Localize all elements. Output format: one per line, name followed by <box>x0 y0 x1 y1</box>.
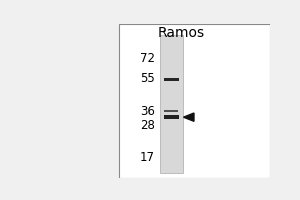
Text: Ramos: Ramos <box>158 26 205 40</box>
FancyBboxPatch shape <box>164 115 179 119</box>
Text: 17: 17 <box>140 151 155 164</box>
Polygon shape <box>184 113 194 121</box>
FancyBboxPatch shape <box>160 35 183 173</box>
Text: 72: 72 <box>140 52 155 65</box>
FancyBboxPatch shape <box>119 24 270 178</box>
FancyBboxPatch shape <box>164 78 179 81</box>
Text: 55: 55 <box>140 72 155 85</box>
Text: 28: 28 <box>140 119 155 132</box>
Text: 36: 36 <box>140 105 155 118</box>
FancyBboxPatch shape <box>164 110 178 112</box>
